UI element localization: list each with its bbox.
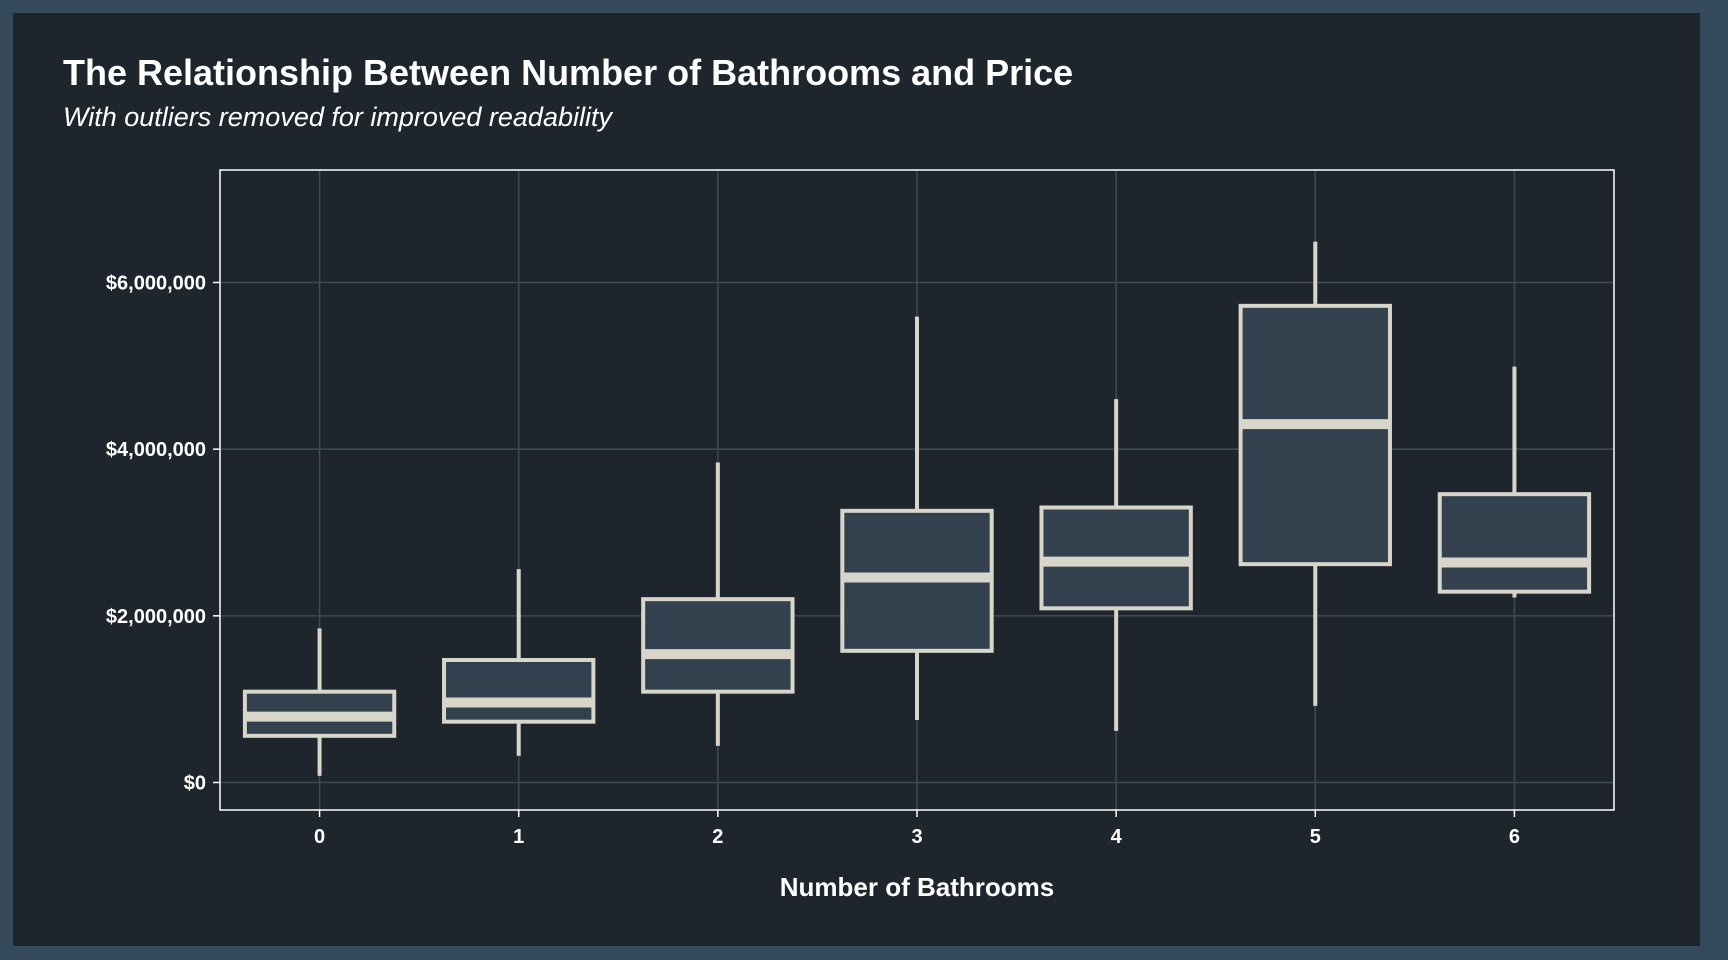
x-tick-label: 6 xyxy=(1509,826,1520,848)
box xyxy=(1238,303,1392,567)
x-tick-label: 3 xyxy=(911,826,922,848)
box-series xyxy=(242,241,1592,776)
chart-background xyxy=(13,13,1700,946)
y-tick-label: $2,000,000 xyxy=(106,606,206,628)
box-group-5 xyxy=(1238,241,1392,706)
box xyxy=(1437,492,1592,594)
x-tick-label: 2 xyxy=(712,826,723,848)
box-group-2 xyxy=(641,462,795,746)
x-axis-title: Number of Bathrooms xyxy=(780,872,1054,902)
box-group-6 xyxy=(1437,366,1592,598)
y-tick-label: $4,000,000 xyxy=(106,439,206,461)
chart-subtitle: With outliers removed for improved reada… xyxy=(63,102,612,132)
box-group-0 xyxy=(242,628,397,776)
x-tick-label: 1 xyxy=(513,826,524,848)
y-tick-label: $0 xyxy=(184,773,206,795)
axes: $0 $2,000,000 $4,000,000 $6,000,000 0 1 2 3 4 5 6 xyxy=(106,273,1520,849)
x-tick-label: 0 xyxy=(314,826,325,848)
box xyxy=(641,597,795,694)
x-tick-label: 4 xyxy=(1111,826,1123,848)
x-tick-label: 5 xyxy=(1310,826,1321,848)
box xyxy=(442,658,596,724)
box-group-3 xyxy=(840,316,994,720)
box-group-1 xyxy=(442,569,596,756)
y-tick-label: $6,000,000 xyxy=(106,273,206,295)
box-group-4 xyxy=(1039,399,1193,731)
chart-title: The Relationship Between Number of Bathr… xyxy=(63,52,1074,93)
